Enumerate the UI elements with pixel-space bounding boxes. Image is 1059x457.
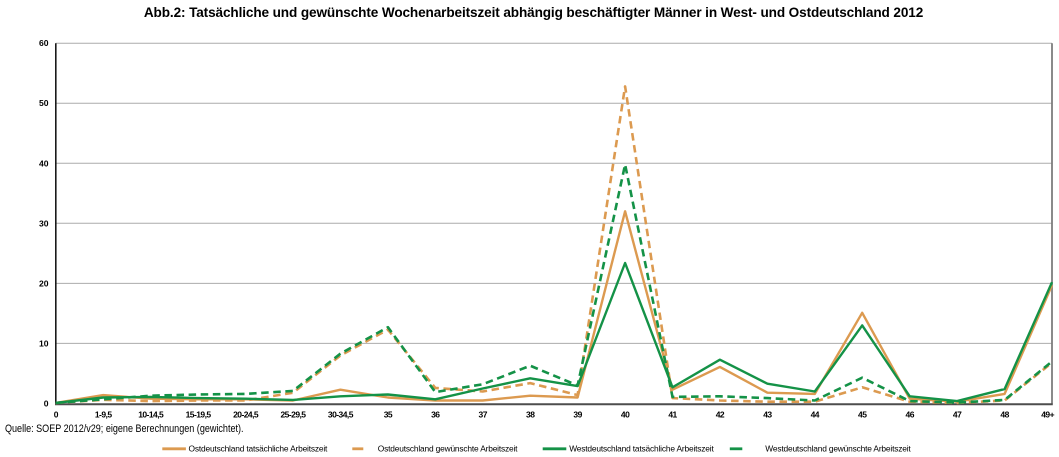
svg-text:35: 35	[384, 410, 393, 420]
svg-text:50: 50	[39, 98, 49, 108]
svg-text:40: 40	[39, 158, 49, 168]
svg-text:10: 10	[39, 338, 49, 348]
svg-text:30-34,5: 30-34,5	[328, 410, 354, 420]
svg-text:46: 46	[906, 410, 915, 420]
svg-text:20-24,5: 20-24,5	[233, 410, 259, 420]
svg-text:38: 38	[526, 410, 535, 420]
svg-text:Westdeutschland tatsächliche A: Westdeutschland tatsächliche Arbeitszeit	[569, 444, 714, 454]
svg-text:10-14,5: 10-14,5	[138, 410, 164, 420]
svg-text:0: 0	[44, 399, 49, 409]
svg-text:60: 60	[39, 38, 49, 48]
svg-text:Westdeutschland gewünschte Arb: Westdeutschland gewünschte Arbeitszeit	[765, 444, 911, 454]
svg-text:44: 44	[811, 410, 820, 420]
svg-text:42: 42	[716, 410, 725, 420]
svg-text:Ostdeutschland tatsächliche Ar: Ostdeutschland tatsächliche Arbeitszeit	[189, 444, 329, 454]
svg-text:47: 47	[953, 410, 962, 420]
svg-text:Ostdeutschland gewünschte Arbe: Ostdeutschland gewünschte Arbeitszeit	[378, 444, 518, 454]
svg-text:37: 37	[479, 410, 488, 420]
svg-text:48: 48	[1000, 410, 1009, 420]
svg-text:45: 45	[858, 410, 867, 420]
svg-text:15-19,5: 15-19,5	[186, 410, 212, 420]
svg-text:25-29,5: 25-29,5	[281, 410, 307, 420]
svg-text:36: 36	[431, 410, 440, 420]
svg-text:20: 20	[39, 278, 49, 288]
svg-text:40: 40	[621, 410, 630, 420]
svg-text:39: 39	[573, 410, 582, 420]
svg-text:49+: 49+	[1041, 410, 1054, 420]
svg-text:43: 43	[763, 410, 772, 420]
svg-text:41: 41	[668, 410, 677, 420]
svg-text:1-9,5: 1-9,5	[95, 410, 112, 420]
svg-text:0: 0	[54, 410, 59, 420]
svg-text:30: 30	[39, 218, 49, 228]
